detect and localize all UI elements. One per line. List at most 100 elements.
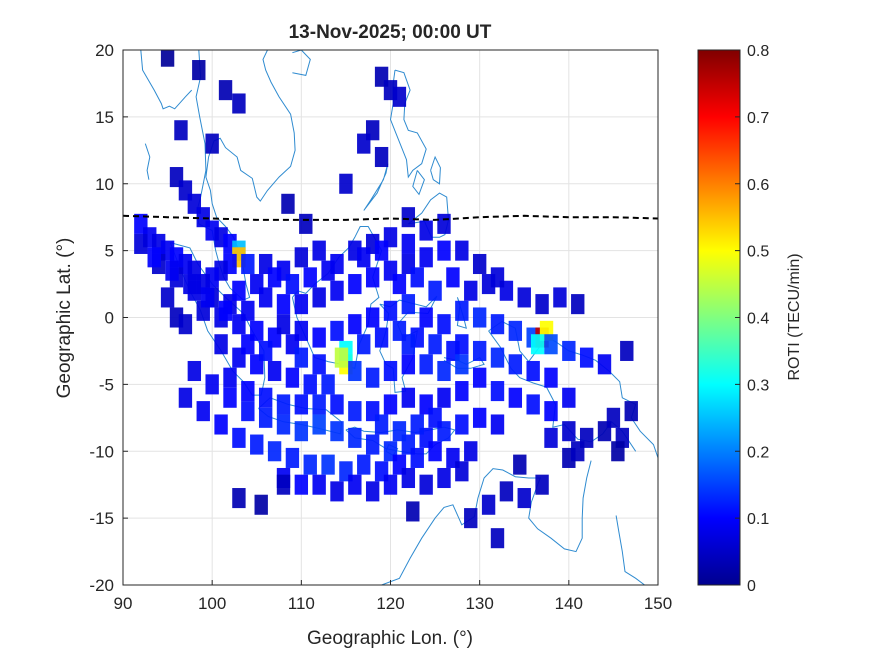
roti-cell <box>401 294 416 315</box>
roti-cell <box>178 387 193 408</box>
roti-cell <box>321 374 335 395</box>
roti-cell <box>348 314 362 335</box>
coastline <box>381 460 592 585</box>
roti-cell <box>321 260 335 281</box>
roti-cell <box>241 334 255 355</box>
y-tick-label: 0 <box>105 309 114 328</box>
roti-cell <box>544 334 558 355</box>
roti-cell <box>490 381 505 402</box>
roti-cell <box>571 294 585 315</box>
roti-cell <box>250 274 264 295</box>
x-axis-ticks: 90 100 110 120 130 140 150 <box>114 580 672 613</box>
colorbar-tick-label: 0.8 <box>747 43 769 60</box>
coastline <box>144 143 151 180</box>
roti-cell <box>562 421 576 442</box>
roti-cell <box>481 494 496 515</box>
roti-cell <box>490 347 505 368</box>
roti-cell <box>620 340 634 361</box>
roti-cell <box>437 360 451 382</box>
roti-cell <box>178 314 193 335</box>
roti-cell <box>312 327 326 348</box>
roti-cell <box>281 193 295 214</box>
roti-cell <box>276 394 291 415</box>
roti-cell <box>348 427 362 448</box>
roti-cell <box>232 93 246 114</box>
roti-cell <box>160 287 175 308</box>
roti-cell <box>499 481 514 502</box>
roti-cell <box>401 207 416 228</box>
roti-cell <box>285 274 300 295</box>
roti-cell <box>365 434 380 455</box>
roti-cell <box>401 387 416 408</box>
roti-cell <box>348 401 362 422</box>
roti-cell <box>205 133 219 154</box>
colorbar-tick-label: 0.5 <box>747 244 769 261</box>
colorbar-tick-label: 0 <box>747 578 756 595</box>
roti-cell <box>419 247 433 268</box>
coastline <box>140 50 193 110</box>
coastline <box>389 69 427 179</box>
y-tick-label: 15 <box>95 108 114 127</box>
roti-cell <box>410 267 424 288</box>
roti-cell <box>517 488 531 509</box>
roti-cell <box>410 447 424 468</box>
y-tick-label: -15 <box>89 509 114 528</box>
roti-cell <box>490 267 505 288</box>
x-tick-label: 120 <box>376 594 404 613</box>
roti-cell <box>437 240 451 261</box>
roti-cell <box>526 360 540 382</box>
roti-cell <box>383 360 398 382</box>
y-tick-label: -20 <box>89 576 114 595</box>
roti-cell <box>446 267 460 288</box>
y-tick-label: -10 <box>89 442 114 461</box>
roti-cell <box>401 334 416 355</box>
roti-cell <box>330 394 344 415</box>
roti-cell <box>348 474 362 495</box>
roti-cell <box>464 508 478 529</box>
roti-cell <box>258 407 273 428</box>
roti-cell <box>312 394 326 415</box>
x-tick-label: 140 <box>555 594 583 613</box>
roti-cell <box>562 387 576 408</box>
roti-cell <box>544 367 558 388</box>
y-tick-label: 5 <box>105 242 114 261</box>
roti-cell <box>464 441 478 462</box>
roti-cell <box>312 354 326 375</box>
roti-cell <box>624 401 638 422</box>
roti-cell <box>330 280 344 301</box>
roti-cell <box>312 474 326 495</box>
x-tick-label: 110 <box>288 594 315 613</box>
roti-cell <box>392 274 407 295</box>
roti-cell <box>258 340 273 361</box>
roti-cell <box>357 334 371 355</box>
roti-cell <box>419 354 433 375</box>
roti-cell <box>508 387 523 408</box>
roti-cell <box>294 294 309 315</box>
roti-cell <box>455 240 469 261</box>
roti-cell <box>365 367 380 388</box>
x-tick-label: 150 <box>644 594 672 613</box>
roti-cell <box>223 367 237 388</box>
roti-cell <box>267 360 282 382</box>
roti-cell <box>348 274 362 295</box>
roti-cell <box>472 307 487 328</box>
roti-cell <box>553 287 567 308</box>
roti-cell <box>214 414 228 435</box>
roti-cell <box>321 454 335 475</box>
roti-cell <box>294 474 309 495</box>
roti-cell <box>165 260 179 281</box>
chart-title: 13-Nov-2025; 00:00 UT <box>289 22 492 43</box>
roti-cell <box>303 374 317 395</box>
roti-cell <box>383 394 398 415</box>
roti-cell <box>357 454 371 475</box>
roti-cell <box>472 340 487 361</box>
roti-cell <box>401 354 416 375</box>
roti-cell <box>383 300 398 321</box>
roti-cell <box>147 247 161 268</box>
roti-cell <box>544 427 558 448</box>
roti-cell <box>348 360 362 382</box>
roti-cell <box>218 80 233 101</box>
x-tick-label: 90 <box>114 594 133 613</box>
roti-cell <box>579 347 594 368</box>
roti-cell <box>192 60 206 81</box>
